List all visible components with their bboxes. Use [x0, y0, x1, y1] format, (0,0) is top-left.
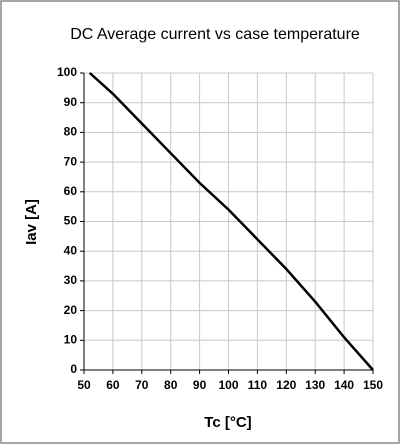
y-tick-label: 30 [64, 273, 78, 287]
y-tick-label: 80 [64, 125, 78, 139]
data-line [88, 72, 374, 371]
x-tick-label: 150 [363, 378, 383, 392]
x-tick-label: 130 [305, 378, 325, 392]
x-tick-label: 80 [164, 378, 178, 392]
y-tick-label: 10 [64, 332, 78, 346]
y-tick-label: 40 [64, 243, 78, 257]
x-tick-label: 90 [193, 378, 207, 392]
y-tick-label: 70 [64, 154, 78, 168]
x-tick-label: 60 [106, 378, 120, 392]
y-tick-label: 0 [70, 362, 77, 376]
y-tick-label: 100 [57, 65, 77, 79]
x-tick-label: 140 [334, 378, 354, 392]
y-tick-label: 60 [64, 184, 78, 198]
y-tick-label: 50 [64, 214, 78, 228]
x-tick-label: 50 [77, 378, 91, 392]
x-tick-label: 70 [135, 378, 149, 392]
chart-title: DC Average current vs case temperature [70, 26, 360, 43]
y-axis-label: Iav [A] [23, 199, 40, 245]
x-tick-label: 110 [248, 378, 268, 392]
x-axis-label: Tc [°C] [204, 414, 251, 431]
y-tick-label: 90 [64, 95, 78, 109]
x-tick-label: 120 [276, 378, 296, 392]
x-tick-label: 100 [218, 378, 238, 392]
y-tick-label: 20 [64, 303, 78, 317]
